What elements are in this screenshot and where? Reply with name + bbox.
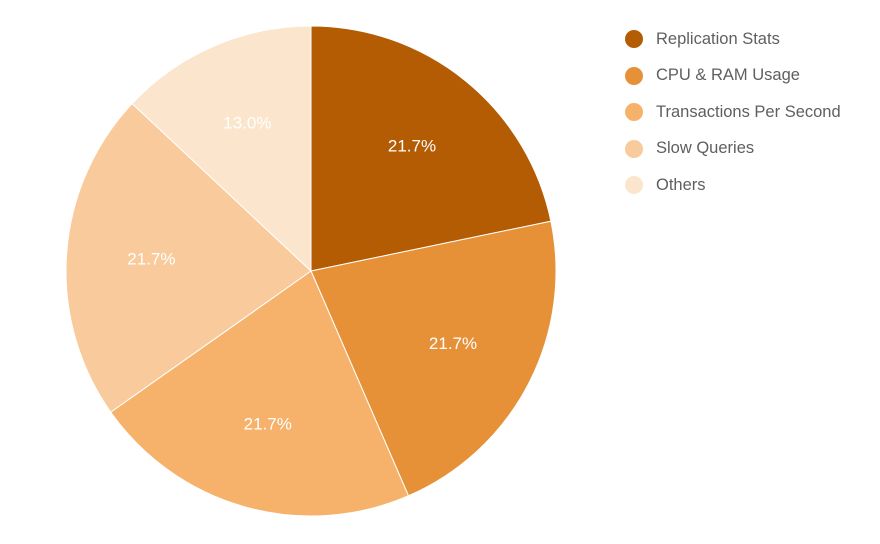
legend-swatch-icon <box>625 30 643 48</box>
legend-label: CPU & RAM Usage <box>656 66 800 85</box>
legend-item-slow-queries[interactable]: Slow Queries <box>625 138 841 160</box>
pie-slice-transactions-per-second[interactable] <box>110 270 410 517</box>
slice-value-label: 21.7% <box>127 249 175 268</box>
legend-label: Replication Stats <box>656 29 780 48</box>
pie-slice-replication-stats[interactable] <box>310 25 552 272</box>
chart-legend: Replication Stats CPU & RAM Usage Transact… <box>625 28 841 211</box>
legend-item-replication-stats[interactable]: Replication Stats <box>625 28 841 50</box>
legend-label: Slow Queries <box>656 139 755 158</box>
slice-value-label: 21.7% <box>388 136 436 155</box>
legend-swatch-icon <box>625 176 643 195</box>
legend-swatch-icon <box>625 103 643 122</box>
pie-slice-others[interactable] <box>131 25 312 273</box>
legend-swatch-icon <box>625 139 643 158</box>
pie-slice-cpu-and-ram-usage[interactable] <box>310 220 557 497</box>
legend-item-cpu-and-ram-usage[interactable]: CPU & RAM Usage <box>625 65 841 87</box>
slice-value-label: 21.7% <box>429 334 477 353</box>
legend-label: Others <box>656 175 706 194</box>
pie-slice-slow-queries[interactable] <box>65 102 312 413</box>
legend-item-transactions-per-second[interactable]: Transactions Per Second <box>625 101 841 123</box>
slice-value-label: 13.0% <box>223 114 271 133</box>
legend-swatch-icon <box>625 66 643 85</box>
legend-item-others[interactable]: Others <box>625 174 841 196</box>
legend-label: Transactions Per Second <box>656 102 841 121</box>
slice-value-label: 21.7% <box>244 415 292 434</box>
